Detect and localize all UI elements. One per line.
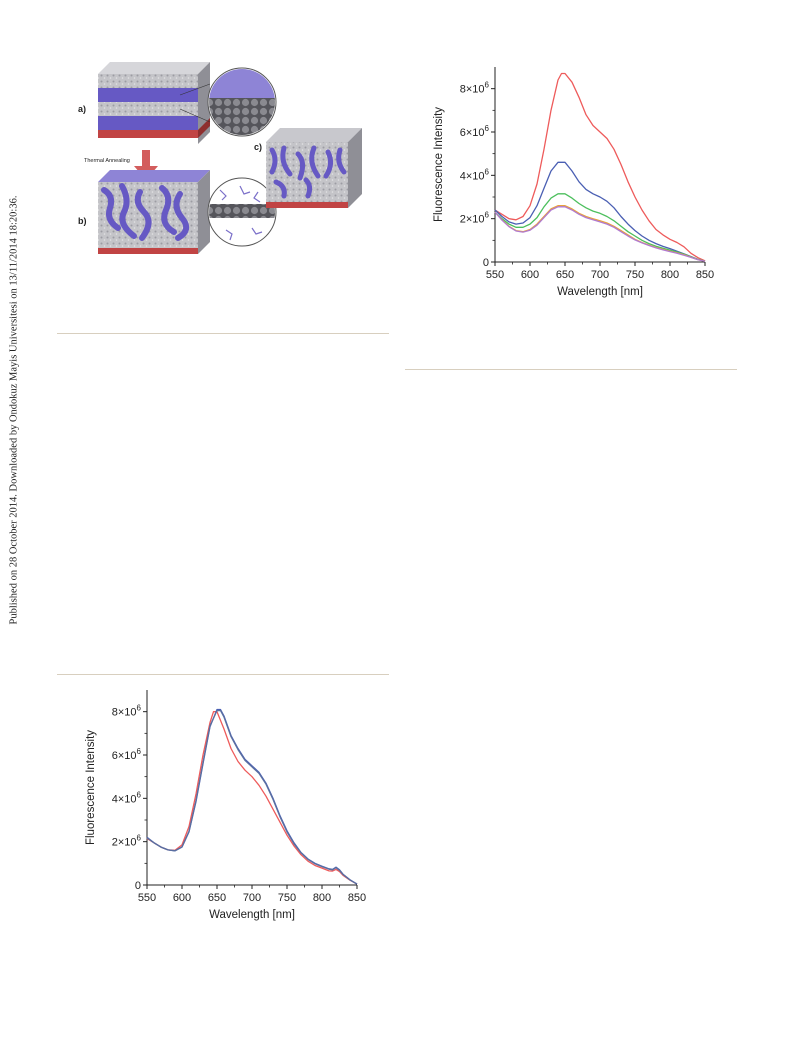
y-tick-label: 8×106 <box>112 704 142 719</box>
y-tick-label: 0 <box>483 257 489 269</box>
download-notice: Published on 28 October 2014. Downloaded… <box>4 190 24 630</box>
x-tick-label: 800 <box>313 892 331 904</box>
panel-c-block <box>266 128 362 208</box>
x-tick-label: 700 <box>243 892 261 904</box>
y-tick-label: 8×106 <box>460 81 490 96</box>
y-tick-label: 6×106 <box>112 747 142 762</box>
x-tick-label: 850 <box>696 269 714 281</box>
arrow-label: Thermal Annealing <box>84 158 130 164</box>
series-line-1 <box>146 711 358 885</box>
x-tick-label: 600 <box>173 892 191 904</box>
y-tick-label: 2×106 <box>460 211 490 226</box>
x-axis-label: Wavelength [nm] <box>209 909 295 921</box>
panel-c-label: c) <box>254 142 262 152</box>
x-tick-label: 650 <box>208 892 226 904</box>
series-line-3 <box>146 709 358 885</box>
series-line-3 <box>494 193 706 262</box>
y-tick-label: 0 <box>135 880 141 892</box>
download-notice-text: Published on 28 October 2014. Downloaded… <box>8 195 20 625</box>
separator-rule-1 <box>57 333 389 334</box>
panel-a-block <box>98 62 211 144</box>
y-tick-label: 6×106 <box>460 124 490 139</box>
x-tick-label: 800 <box>661 269 679 281</box>
x-tick-label: 700 <box>591 269 609 281</box>
series-line-2 <box>494 161 706 262</box>
schematic-svg: a) Thermal Annealing b) <box>78 62 362 254</box>
panel-a-zoom-circle <box>207 67 277 137</box>
fluorescence-chart-2-svg: 550 600 650 700 750 800 850 0 2×106 4×106 6×106 8×1… <box>85 690 366 921</box>
y-tick-label: 2×106 <box>112 834 142 849</box>
x-axis-label: Wavelength [nm] <box>557 286 643 298</box>
panel-b-block <box>98 170 210 254</box>
fluorescence-chart-2: 550 600 650 700 750 800 850 0 2×106 4×106 6×106 8×1… <box>72 678 372 933</box>
y-tick-label: 4×106 <box>460 167 490 182</box>
panel-b-zoom-circle <box>207 177 277 247</box>
fluorescence-chart-1-svg: 550 600 650 700 750 800 850 0 2×106 4×106 6×106 8×1… <box>433 67 714 298</box>
x-tick-label: 650 <box>556 269 574 281</box>
series-line-2 <box>146 708 358 885</box>
separator-rule-3 <box>57 674 389 675</box>
panel-a-label: a) <box>78 104 86 114</box>
x-tick-label: 750 <box>626 269 644 281</box>
fluorescence-chart-1: 550 600 650 700 750 800 850 0 2×106 4×106 6×106 8×1… <box>420 55 720 310</box>
y-axis-label: Fluorescence Intensity <box>85 730 97 845</box>
series-line-1 <box>494 72 706 262</box>
y-axis-label: Fluorescence Intensity <box>433 107 445 222</box>
y-tick-label: 4×106 <box>112 790 142 805</box>
x-tick-label: 600 <box>521 269 539 281</box>
separator-rule-2 <box>405 369 737 370</box>
x-tick-label: 750 <box>278 892 296 904</box>
x-tick-label: 550 <box>486 269 504 281</box>
series-line-5 <box>494 206 706 262</box>
panel-b-label: b) <box>78 216 87 226</box>
x-tick-label: 850 <box>348 892 366 904</box>
schematic-figure: a) Thermal Annealing b) <box>70 62 370 267</box>
x-tick-label: 550 <box>138 892 156 904</box>
